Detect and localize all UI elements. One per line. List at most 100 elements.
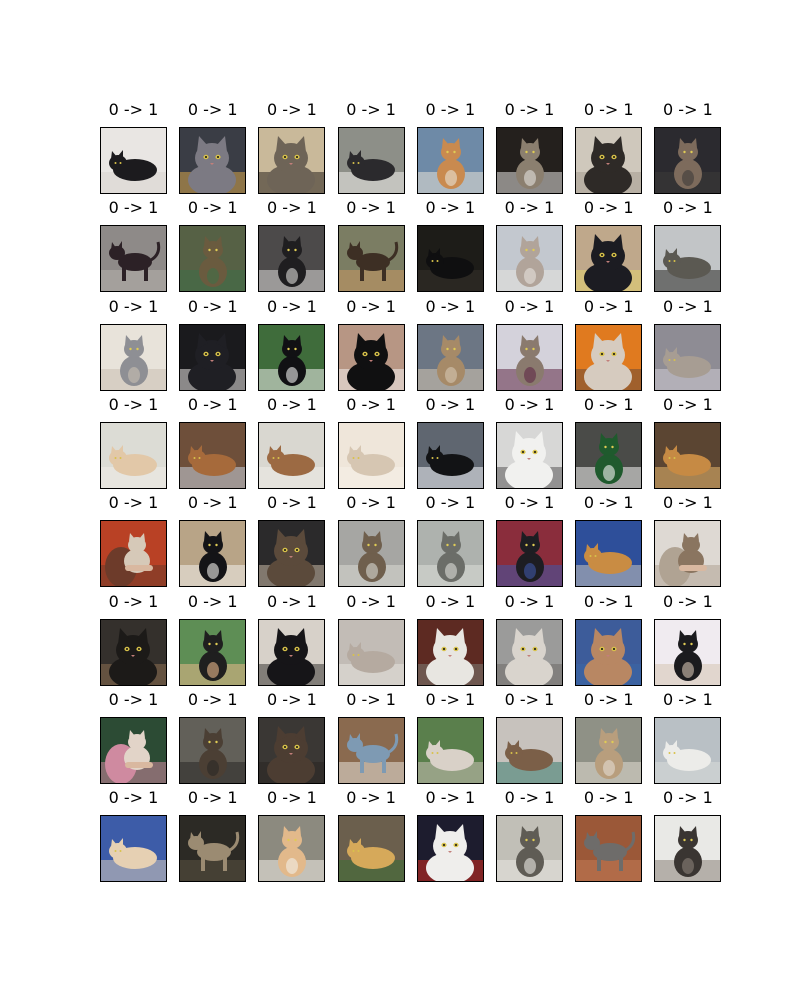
panel-label: 0 -> 1 [583,689,634,709]
cat-thumbnail [179,716,247,784]
cat-photo-placeholder [259,226,325,292]
panel-label: 0 -> 1 [504,198,555,218]
panel-label: 0 -> 1 [187,100,238,119]
cat-thumbnail [337,618,405,686]
cat-photo-placeholder [417,619,483,685]
cat-photo-placeholder [497,324,562,390]
cat-photo-placeholder [417,816,483,882]
panel-label: 0 -> 1 [267,296,317,316]
panel-label: 0 -> 1 [108,689,159,709]
cat-photo-placeholder [101,226,166,292]
cat-thumbnail [100,520,167,588]
cat-photo-placeholder [180,619,246,685]
cat-thumbnail [100,225,167,293]
panel-label: 0 -> 1 [267,689,317,709]
cat-photo-placeholder [655,619,721,685]
panel-label: 0 -> 1 [346,493,396,513]
cat-thumbnail [496,127,563,194]
cat-photo-placeholder [497,128,562,193]
cat-photo-placeholder [101,717,166,783]
cat-photo-placeholder [101,324,166,390]
panel-label: 0 -> 1 [108,591,159,611]
cat-photo-placeholder [180,324,246,390]
cat-thumbnail [179,225,247,293]
cat-thumbnail [654,815,722,883]
cat-thumbnail [100,618,167,686]
panel-label: 0 -> 1 [425,788,476,808]
panel-label: 0 -> 1 [663,394,713,414]
cat-photo-placeholder [655,128,721,193]
cat-thumbnail [337,815,405,883]
cat-photo-placeholder [497,619,562,685]
cat-photo-placeholder [655,717,721,783]
cat-thumbnail [496,520,563,588]
cat-photo-placeholder [576,521,642,587]
cat-thumbnail [258,127,326,194]
cat-photo-placeholder [259,422,325,488]
cat-thumbnail [654,618,722,686]
cat-thumbnail [258,520,326,588]
cat-thumbnail [575,421,643,489]
cat-thumbnail [337,716,405,784]
cat-photo-placeholder [180,717,246,783]
panel-label: 0 -> 1 [583,394,634,414]
cat-photo-placeholder [655,521,721,587]
panel-label: 0 -> 1 [108,100,159,119]
panel-label: 0 -> 1 [187,493,238,513]
cat-photo-placeholder [497,717,562,783]
cat-photo-placeholder [180,816,246,882]
cat-thumbnail [179,127,247,194]
panel-label: 0 -> 1 [663,493,713,513]
cat-photo-placeholder [576,422,642,488]
panel-label: 0 -> 1 [267,394,317,414]
cat-photo-placeholder [576,128,642,193]
panel-label: 0 -> 1 [504,296,555,316]
panel-label: 0 -> 1 [504,689,555,709]
cat-thumbnail [575,520,643,588]
cat-photo-placeholder [417,324,483,390]
cat-thumbnail [100,127,167,194]
panel-label: 0 -> 1 [663,788,713,808]
cat-thumbnail [654,225,722,293]
panel-label: 0 -> 1 [583,198,634,218]
cat-thumbnail [258,815,326,883]
cat-photo-placeholder [338,816,404,882]
panel-label: 0 -> 1 [267,591,317,611]
cat-thumbnail [337,225,405,293]
cat-photo-placeholder [338,422,404,488]
cat-photo-placeholder [180,226,246,292]
cat-photo-placeholder [655,226,721,292]
cat-thumbnail [416,127,484,194]
cat-thumbnail [337,520,405,588]
panel-label: 0 -> 1 [267,788,317,808]
panel-label: 0 -> 1 [346,296,396,316]
cat-photo-placeholder [576,816,642,882]
cat-thumbnail [100,716,167,784]
panel-label: 0 -> 1 [504,591,555,611]
cat-thumbnail [258,323,326,391]
cat-photo-placeholder [497,521,562,587]
cat-thumbnail [179,421,247,489]
panel-label: 0 -> 1 [346,788,396,808]
panel-label: 0 -> 1 [267,493,317,513]
cat-thumbnail [258,618,326,686]
panel-label: 0 -> 1 [425,591,476,611]
cat-photo-placeholder [259,324,325,390]
panel-label: 0 -> 1 [187,296,238,316]
panel-label: 0 -> 1 [346,591,396,611]
cat-thumbnail [575,618,643,686]
cat-photo-placeholder [576,226,642,292]
panel-label: 0 -> 1 [187,689,238,709]
cat-photo-placeholder [101,422,166,488]
cat-photo-placeholder [259,717,325,783]
panel-label: 0 -> 1 [346,100,396,119]
cat-photo-placeholder [338,324,404,390]
panel-label: 0 -> 1 [108,394,159,414]
panel-label: 0 -> 1 [663,100,713,119]
cat-thumbnail [416,421,484,489]
cat-thumbnail [100,815,167,883]
cat-photo-placeholder [259,619,325,685]
cat-thumbnail [496,618,563,686]
cat-thumbnail [416,520,484,588]
